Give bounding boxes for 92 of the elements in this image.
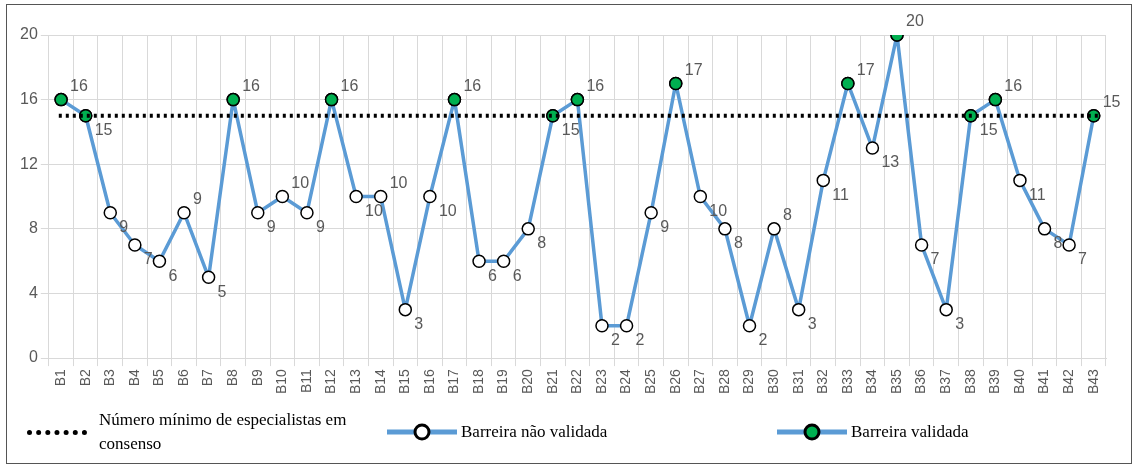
data-label: 2 [610, 331, 620, 349]
y-tick-label: 4 [28, 283, 38, 301]
x-tick-label: B1 [51, 368, 68, 387]
data-label: 7 [930, 250, 940, 268]
legend-label: Barreira validada [851, 422, 969, 442]
data-label: 15 [1102, 93, 1121, 111]
data-label: 6 [168, 266, 178, 284]
data-label: 7 [1078, 250, 1088, 268]
x-tick-label: B38 [961, 368, 978, 395]
x-tick-label: B3 [101, 368, 118, 387]
data-label: 9 [266, 218, 276, 236]
y-tick-label: 20 [20, 25, 38, 43]
data-label: 13 [881, 153, 900, 171]
x-tick-label: B33 [838, 368, 855, 395]
x-tick-label: B20 [519, 368, 536, 395]
data-label: 15 [979, 121, 998, 139]
x-tick-label: B12 [322, 368, 339, 395]
x-tick-label: B16 [420, 368, 437, 395]
y-tick-label: 8 [28, 219, 38, 237]
data-label: 2 [635, 331, 645, 349]
y-tick-label: 0 [28, 348, 38, 366]
x-tick-label: B17 [445, 368, 462, 395]
x-tick-label: B22 [568, 368, 585, 395]
x-tick-label: B15 [396, 368, 413, 395]
data-label: 16 [70, 77, 88, 95]
legend-label: Número mínimo de especialistas em consenso [99, 409, 348, 455]
x-tick-label: B21 [543, 368, 560, 395]
data-label: 9 [660, 218, 670, 236]
data-label: 16 [586, 77, 605, 95]
data-label: 16 [340, 77, 359, 95]
data-label: 16 [463, 77, 482, 95]
data-label: 8 [1053, 234, 1063, 252]
data-label: 9 [193, 190, 203, 208]
x-tick-label: B27 [691, 368, 708, 395]
x-tick-label: B30 [764, 368, 781, 395]
x-tick-label: B11 [297, 368, 314, 393]
data-label: 8 [537, 234, 547, 252]
data-label: 3 [414, 315, 424, 333]
x-tick-label: B10 [273, 368, 290, 395]
x-tick-label: B41 [1035, 368, 1052, 395]
data-label: 20 [906, 12, 924, 30]
x-tick-label: B6 [174, 368, 191, 387]
data-label: 10 [291, 173, 310, 191]
x-tick-label: B35 [887, 368, 904, 395]
x-tick-label: B24 [617, 368, 634, 395]
x-tick-label: B39 [986, 368, 1003, 395]
x-tick-label: B42 [1059, 368, 1076, 395]
data-label: 17 [856, 60, 875, 78]
data-label: 6 [488, 266, 498, 284]
data-label: 2 [758, 331, 768, 349]
data-label: 5 [217, 282, 227, 300]
data-label: 3 [955, 315, 965, 333]
data-label: 9 [315, 218, 325, 236]
data-label: 6 [512, 266, 522, 284]
x-tick-label: B13 [346, 368, 363, 395]
data-label: 15 [94, 121, 113, 139]
x-tick-label: B28 [715, 368, 732, 395]
x-tick-label: B40 [1010, 368, 1027, 395]
x-tick-label: B26 [666, 368, 683, 395]
x-tick-label: B37 [937, 368, 954, 395]
data-label: 8 [783, 206, 793, 224]
data-label: 10 [438, 201, 457, 219]
x-tick-label: B31 [789, 368, 806, 395]
x-tick-label: B25 [642, 368, 659, 395]
x-tick-label: B8 [224, 368, 241, 387]
data-label: 10 [389, 173, 408, 191]
x-tick-label: B9 [248, 368, 265, 387]
data-label: 3 [807, 315, 817, 333]
data-label: 8 [733, 234, 743, 252]
x-tick-label: B36 [912, 368, 929, 395]
x-tick-label: B7 [199, 368, 216, 387]
data-label: 16 [1004, 77, 1023, 95]
legend-label: Barreira não validada [461, 422, 608, 442]
x-tick-label: B19 [494, 368, 511, 395]
x-tick-label: B4 [125, 368, 142, 387]
x-tick-label: B32 [814, 368, 831, 395]
data-label: 11 [1028, 185, 1046, 203]
x-tick-label: B29 [740, 368, 757, 395]
x-tick-label: B5 [150, 368, 167, 387]
x-tick-label: B43 [1084, 368, 1101, 395]
data-label: 10 [365, 201, 384, 219]
y-tick-label: 12 [20, 154, 38, 172]
data-label: 11 [832, 185, 849, 203]
x-tick-label: B23 [592, 368, 609, 395]
x-tick-label: B18 [469, 368, 486, 395]
data-label: 17 [684, 60, 703, 78]
x-tick-label: B14 [371, 368, 388, 395]
y-tick-label: 16 [20, 90, 38, 108]
x-tick-label: B34 [863, 368, 880, 395]
data-label: 15 [561, 121, 580, 139]
data-label: 16 [242, 77, 261, 95]
x-tick-label: B2 [76, 368, 93, 387]
